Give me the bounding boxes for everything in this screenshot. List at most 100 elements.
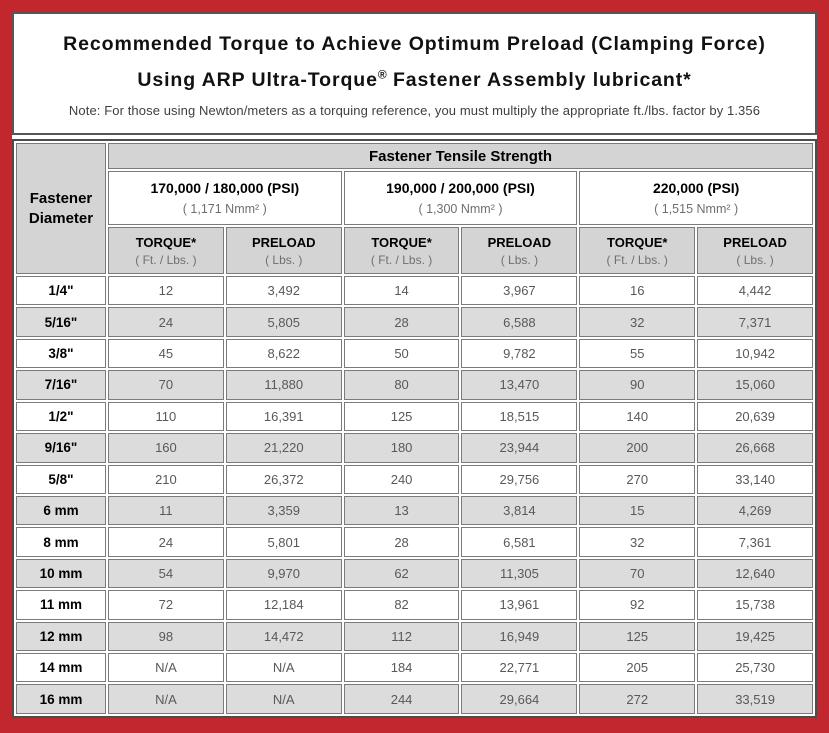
preload-value: 29,664 (461, 684, 578, 714)
preload-value: 13,961 (461, 590, 578, 620)
preload-column-header: PRELOAD ( Lbs. ) (461, 227, 578, 274)
psi-label: 170,000 / 180,000 (PSI) (150, 180, 300, 196)
torque-value: 15 (579, 495, 696, 526)
table-row: 1/2" 110 16,391 125 18,515 140 20,639 (16, 401, 813, 432)
diameter-cell: 7/16" (16, 370, 106, 400)
preload-value: N/A (225, 684, 342, 714)
torque-value: 200 (579, 433, 696, 463)
torque-value: 54 (108, 558, 224, 589)
torque-value: 50 (343, 338, 460, 369)
table-row: 1/4" 12 3,492 14 3,967 16 4,442 (16, 276, 813, 306)
table-row: 11 mm 72 12,184 82 13,961 92 15,738 (16, 590, 813, 620)
torque-value: 11 (108, 495, 224, 526)
torque-column-header: TORQUE* ( Ft. / Lbs. ) (579, 227, 696, 274)
table-row: 10 mm 54 9,970 62 11,305 70 12,640 (16, 558, 813, 589)
units-header-row: TORQUE* ( Ft. / Lbs. ) PRELOAD ( Lbs. ) … (16, 227, 813, 274)
preload-value: 23,944 (461, 433, 578, 463)
preload-value: 25,730 (697, 653, 813, 683)
torque-column-header: TORQUE* ( Ft. / Lbs. ) (108, 227, 224, 274)
torque-value: 16 (579, 276, 696, 306)
diameter-cell: 11 mm (16, 590, 106, 620)
torque-value: 80 (343, 370, 460, 400)
torque-value: 55 (579, 338, 696, 369)
tensile-header-row: Fastener Diameter Fastener Tensile Stren… (16, 143, 813, 274)
title-box: Recommended Torque to Achieve Optimum Pr… (12, 12, 817, 135)
diameter-cell: 8 mm (16, 527, 106, 557)
preload-column-header: PRELOAD ( Lbs. ) (225, 227, 342, 274)
tensile-strength-header: Fastener Tensile Strength (108, 143, 813, 169)
preload-value: 26,668 (697, 433, 813, 463)
nmm-label: ( 1,300 Nmm² ) (418, 202, 503, 216)
preload-value: 4,442 (697, 276, 813, 306)
torque-value: 110 (108, 401, 224, 432)
torque-value: 125 (579, 621, 696, 652)
table-row: 16 mm N/A N/A 244 29,664 272 33,519 (16, 684, 813, 714)
preload-column-header: PRELOAD ( Lbs. ) (697, 227, 813, 274)
preload-value: 29,756 (461, 464, 578, 494)
torque-value: 12 (108, 276, 224, 306)
preload-value: 3,492 (225, 276, 342, 306)
preload-value: 3,359 (225, 495, 342, 526)
diameter-cell: 12 mm (16, 621, 106, 652)
psi-label: 220,000 (PSI) (652, 180, 740, 196)
preload-value: 11,305 (461, 558, 578, 589)
preload-value: 15,060 (697, 370, 813, 400)
torque-value: 112 (343, 621, 460, 652)
torque-value: 140 (579, 401, 696, 432)
table-row: 9/16" 160 21,220 180 23,944 200 26,668 (16, 433, 813, 463)
preload-value: 7,361 (697, 527, 813, 557)
diameter-cell: 10 mm (16, 558, 106, 589)
diameter-cell: 16 mm (16, 684, 106, 714)
torque-value: 24 (108, 307, 224, 337)
diameter-cell: 3/8" (16, 338, 106, 369)
preload-value: 13,470 (461, 370, 578, 400)
preload-value: 14,472 (225, 621, 342, 652)
torque-value: 90 (579, 370, 696, 400)
torque-value: 28 (343, 307, 460, 337)
torque-value: 240 (343, 464, 460, 494)
preload-value: 26,372 (225, 464, 342, 494)
torque-value: 82 (343, 590, 460, 620)
preload-value: 6,581 (461, 527, 578, 557)
preload-value: 20,639 (697, 401, 813, 432)
psi-group-1: 170,000 / 180,000 (PSI) ( 1,171 Nmm² ) (108, 171, 342, 225)
torque-value: 45 (108, 338, 224, 369)
preload-value: 9,782 (461, 338, 578, 369)
nmm-label: ( 1,171 Nmm² ) (182, 202, 267, 216)
diameter-cell: 9/16" (16, 433, 106, 463)
preload-value: 11,880 (225, 370, 342, 400)
torque-value: 160 (108, 433, 224, 463)
table-row: 12 mm 98 14,472 112 16,949 125 19,425 (16, 621, 813, 652)
preload-value: 5,805 (225, 307, 342, 337)
torque-value: 70 (108, 370, 224, 400)
torque-value: N/A (108, 684, 224, 714)
preload-value: 33,519 (697, 684, 813, 714)
diameter-cell: 5/8" (16, 464, 106, 494)
corner-header: Fastener Diameter (16, 143, 106, 274)
psi-group-3: 220,000 (PSI) ( 1,515 Nmm² ) (579, 171, 813, 225)
preload-value: 18,515 (461, 401, 578, 432)
torque-value: 24 (108, 527, 224, 557)
torque-value: 32 (579, 527, 696, 557)
table-row: 5/8" 210 26,372 240 29,756 270 33,140 (16, 464, 813, 494)
table-row: 3/8" 45 8,622 50 9,782 55 10,942 (16, 338, 813, 369)
table-row: 7/16" 70 11,880 80 13,470 90 15,060 (16, 370, 813, 400)
torque-table: Fastener Diameter Fastener Tensile Stren… (12, 139, 817, 718)
torque-value: 244 (343, 684, 460, 714)
preload-value: 12,184 (225, 590, 342, 620)
table-row: 5/16" 24 5,805 28 6,588 32 7,371 (16, 307, 813, 337)
torque-value: 184 (343, 653, 460, 683)
preload-value: 16,391 (225, 401, 342, 432)
preload-value: 15,738 (697, 590, 813, 620)
preload-value: 16,949 (461, 621, 578, 652)
psi-label: 190,000 / 200,000 (PSI) (386, 180, 535, 196)
preload-value: 7,371 (697, 307, 813, 337)
preload-value: 10,942 (697, 338, 813, 369)
diameter-cell: 6 mm (16, 495, 106, 526)
torque-value: 92 (579, 590, 696, 620)
psi-group-2: 190,000 / 200,000 (PSI) ( 1,300 Nmm² ) (343, 171, 578, 225)
torque-value: 210 (108, 464, 224, 494)
preload-value: 22,771 (461, 653, 578, 683)
torque-value: 62 (343, 558, 460, 589)
